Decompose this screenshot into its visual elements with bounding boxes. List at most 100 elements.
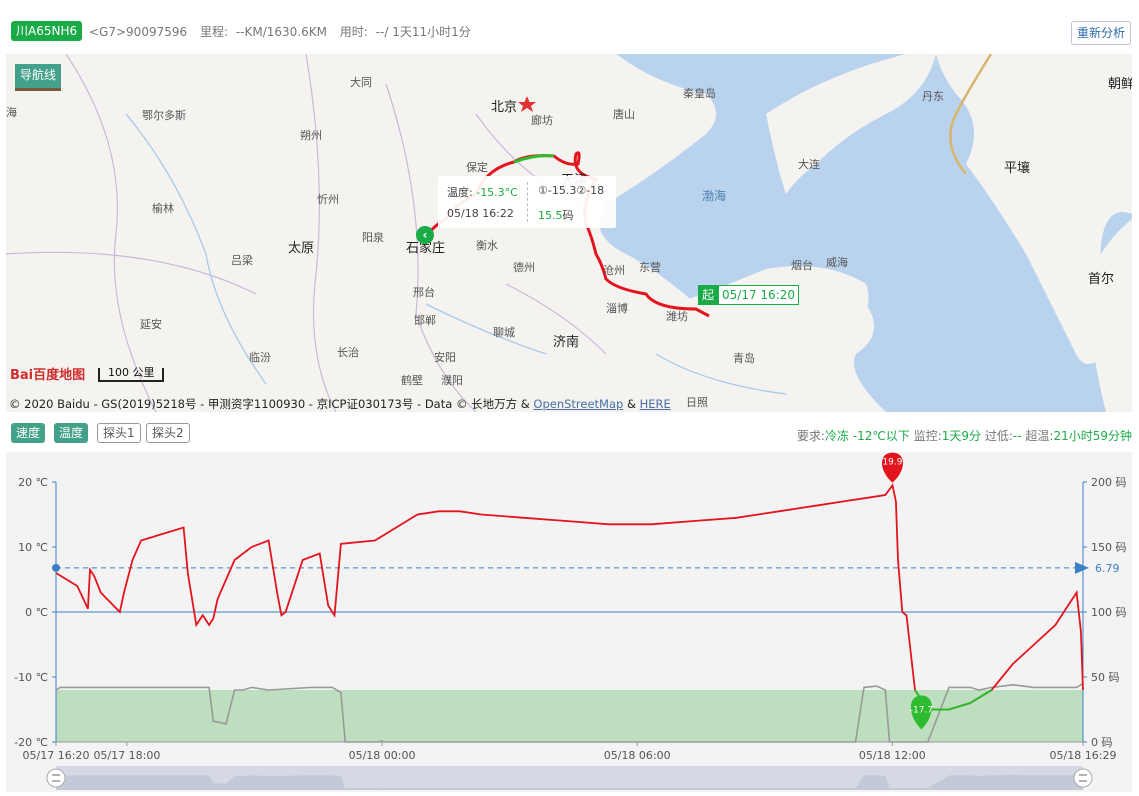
map-label: 日照 — [686, 396, 708, 409]
map-label: 延安 — [140, 318, 162, 331]
x-tick-label: 05/18 16:29 — [1050, 749, 1117, 762]
chart-svg: 20 ℃ 10 ℃ 0 ℃ -10 ℃ -20 ℃ 200 码 150 码 100 码 50 码… — [14, 452, 1127, 790]
korea-land — [936, 54, 1132, 364]
map-label: 石家庄 — [406, 241, 446, 256]
map-label: 淄博 — [606, 302, 628, 315]
req-label: 要求: — [796, 429, 825, 443]
map-label: 濮阳 — [441, 374, 463, 387]
x-tick-label: 05/18 06:00 — [604, 749, 671, 762]
map-label: 首尔 — [1088, 272, 1115, 287]
map-label: 阳泉 — [362, 231, 384, 244]
left-tick-label: 10 ℃ — [18, 541, 48, 554]
map-label: 唐山 — [613, 108, 635, 121]
min-marker-pin-icon — [910, 695, 932, 730]
monitor-value: 1天9分 — [941, 429, 982, 443]
speed-filter-button[interactable]: 速度 — [11, 423, 46, 443]
threshold-band — [56, 690, 1083, 742]
here-link[interactable]: HERE — [639, 397, 671, 411]
left-tick-label: -20 ℃ — [14, 736, 48, 749]
zoom-handle-right[interactable] — [1073, 768, 1093, 788]
speed-series-line — [55, 682, 1084, 743]
map-label: 朔州 — [300, 129, 322, 142]
monitor-label: 监控: — [913, 429, 942, 443]
map-label: 朝鲜 — [1108, 77, 1132, 92]
map-label: 保定 — [466, 161, 488, 174]
left-tick-label: -10 ℃ — [14, 671, 48, 684]
right-tick-label: 0 码 — [1091, 736, 1113, 749]
left-tick-label: 0 ℃ — [25, 606, 48, 619]
temperature-filter-button[interactable]: 温度 — [54, 423, 89, 443]
duration-label: 用时: — [339, 25, 368, 39]
map-label: 德州 — [513, 261, 535, 274]
x-tick-label: 05/17 18:00 — [93, 749, 160, 762]
x-tick-label: 05/18 12:00 — [859, 749, 926, 762]
map-label: 烟台 — [791, 259, 813, 272]
copyright-text: © 2020 Baidu - GS(2019)5218号 - 甲测资字11009… — [9, 397, 530, 411]
copyright-amp: & — [626, 397, 636, 411]
nav-line-button[interactable]: 导航线 — [15, 64, 62, 91]
reference-arrow-icon — [1075, 561, 1089, 574]
right-tick-label: 100 码 — [1091, 606, 1127, 619]
min-marker-label: -17.7 — [910, 706, 933, 716]
start-marker[interactable]: 起 05/17 16:20 — [698, 285, 799, 305]
chevron-left-icon[interactable]: ‹ — [416, 226, 434, 244]
map-canvas — [6, 54, 1132, 412]
tooltip-divider — [527, 182, 528, 222]
map-label: 衡水 — [476, 239, 498, 252]
device-id: <G7>90097596 — [89, 25, 188, 39]
map-label: 长治 — [337, 346, 359, 359]
tooltip-speed-value: 15.5 — [538, 209, 563, 222]
map-label: 太原 — [288, 241, 315, 256]
overdue-value: -- — [1012, 429, 1022, 443]
liaodong-land — [766, 54, 936, 194]
probe1-filter-button[interactable]: 探头1 — [97, 423, 141, 443]
duration-value: --/ 1天11小时1分 — [375, 25, 471, 39]
right-tick-label: 150 码 — [1091, 541, 1127, 554]
plate-badge: 川A65NH6 — [11, 21, 83, 41]
temperature-speed-chart[interactable]: 20 ℃ 10 ℃ 0 ℃ -10 ℃ -20 ℃ 200 码 150 码 100 码 50 码… — [6, 452, 1132, 792]
map-label: 邢台 — [413, 286, 435, 299]
map-label: 吕梁 — [231, 254, 253, 267]
route-map[interactable]: 导航线 北京天津石家庄太原济南平壤首尔朝鲜渤海大同鄂尔多斯朔州忻州榆林吕梁阳泉延… — [6, 54, 1132, 412]
requirement-summary: 要求:冷冻 -12℃以下 监控:1天9分 过低:-- 超温:21小时59分钟 — [797, 427, 1132, 444]
x-tick-label: 05/18 00:00 — [349, 749, 416, 762]
map-label: 邯郸 — [414, 314, 436, 327]
header-bar: 川A65NH6 <G7>90097596 里程: --KM/1630.6KM 用… — [0, 0, 1139, 54]
map-label: 鄂尔多斯 — [142, 109, 186, 122]
map-label: 沧州 — [603, 264, 625, 277]
overdue-label: 过低: — [984, 429, 1013, 443]
map-label: 忻州 — [317, 193, 339, 206]
max-marker-pin-icon — [881, 452, 903, 483]
start-marker-badge: 起 — [698, 285, 719, 305]
map-label: 威海 — [826, 256, 848, 269]
map-label: 东营 — [639, 261, 661, 274]
tooltip-speed-unit: 码 — [562, 209, 574, 222]
right-tick-label: 50 码 — [1091, 671, 1120, 684]
zoom-slider-preview — [56, 774, 1083, 790]
map-label: 丹东 — [922, 90, 944, 103]
tooltip-temp-label: 温度: — [447, 186, 473, 199]
map-label: 青岛 — [733, 352, 755, 365]
baidu-logo: Bai百度地图 — [10, 368, 86, 383]
reference-start-dot — [52, 563, 60, 572]
left-tick-label: 20 ℃ — [18, 476, 48, 489]
zoom-handle-left[interactable] — [46, 768, 66, 788]
map-label: 聊城 — [493, 326, 515, 339]
map-label: 鹤壁 — [401, 374, 423, 387]
reanalyze-button[interactable]: 重新分析 — [1070, 21, 1131, 45]
mileage-label: 里程: — [199, 25, 228, 39]
capital-star-icon — [518, 96, 536, 112]
map-label: 海 — [6, 106, 17, 119]
map-tooltip: 温度: -15.3°C ①-15.3②-18 05/18 16:22 15.5码 — [438, 176, 616, 228]
map-scale-bar: 100 公里 — [98, 366, 164, 382]
map-label: 秦皇岛 — [683, 87, 716, 100]
map-label: 渤海 — [702, 189, 727, 203]
tooltip-temp-value: -15.3°C — [476, 186, 518, 199]
rivers — [125, 113, 787, 395]
map-label: 潍坊 — [666, 310, 688, 323]
mileage-value: --KM/1630.6KM — [235, 25, 327, 39]
probe2-filter-button[interactable]: 探头2 — [146, 423, 190, 443]
osm-link[interactable]: OpenStreetMap — [533, 397, 624, 411]
max-marker-label: 19.9 — [882, 458, 902, 468]
map-label: 北京 — [491, 100, 518, 115]
